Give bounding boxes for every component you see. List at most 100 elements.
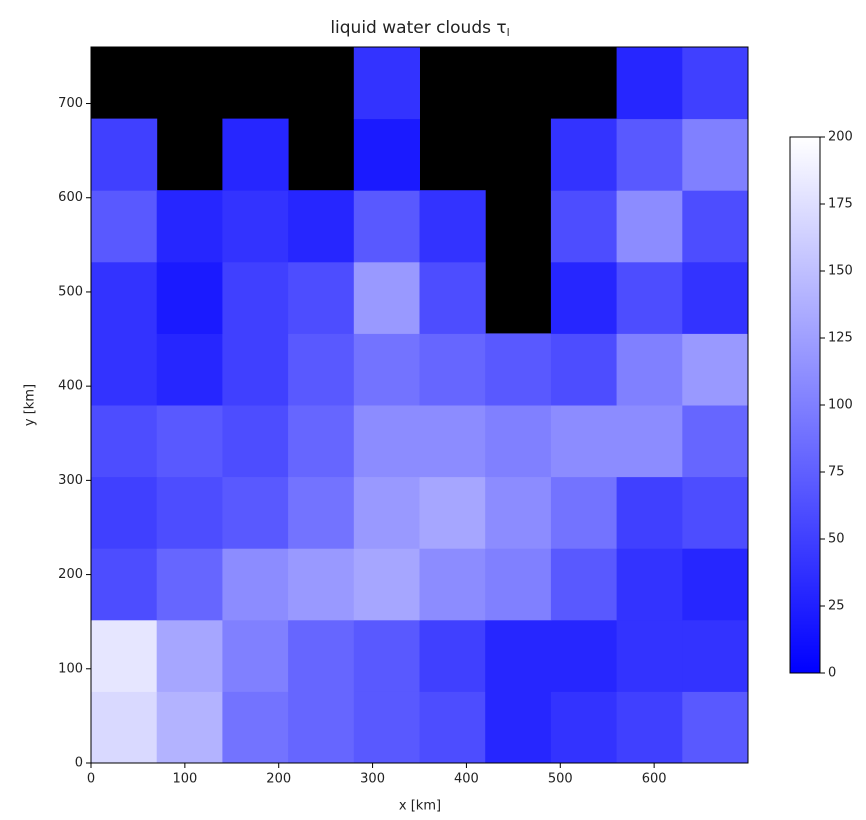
x-tick-label: 500 bbox=[548, 772, 573, 787]
heatmap-cell bbox=[550, 619, 618, 692]
x-axis-label: x [km] bbox=[399, 799, 441, 814]
heatmap-cell bbox=[682, 118, 749, 191]
heatmap-cell bbox=[222, 476, 289, 549]
heatmap-cell bbox=[682, 619, 749, 692]
heatmap-cell bbox=[485, 405, 552, 478]
heatmap-cell bbox=[682, 333, 749, 406]
heatmap-cell bbox=[550, 548, 618, 621]
heatmap-cell bbox=[419, 476, 486, 549]
heatmap-cell bbox=[288, 476, 355, 549]
heatmap-cell bbox=[353, 476, 420, 549]
heatmap-cell bbox=[485, 619, 552, 692]
heatmap-cell bbox=[353, 691, 420, 764]
x-tick-label: 0 bbox=[87, 772, 95, 787]
heatmap-cell bbox=[485, 548, 552, 621]
heatmap-cell bbox=[419, 405, 486, 478]
heatmap-cell bbox=[353, 118, 420, 191]
x-tick-label: 300 bbox=[360, 772, 385, 787]
heatmap-cell bbox=[550, 405, 618, 478]
colorbar-tick-label: 0 bbox=[828, 666, 836, 681]
heatmap-cell bbox=[91, 405, 158, 478]
y-axis-label: y [km] bbox=[23, 384, 38, 426]
heatmap-cell bbox=[682, 548, 749, 621]
heatmap-cell bbox=[156, 691, 223, 764]
heatmap-cell bbox=[156, 333, 223, 406]
heatmap-cell bbox=[222, 619, 289, 692]
heatmap-cell bbox=[682, 691, 749, 764]
heatmap-cell bbox=[550, 118, 618, 191]
heatmap-cell bbox=[616, 476, 683, 549]
colorbar bbox=[789, 136, 821, 674]
title-text: liquid water clouds τ bbox=[330, 18, 506, 38]
colorbar-tick-label: 125 bbox=[828, 331, 853, 346]
heatmap-cell bbox=[222, 190, 289, 263]
heatmap-cell bbox=[550, 476, 618, 549]
heatmap-cell bbox=[550, 190, 618, 263]
heatmap-cell bbox=[353, 619, 420, 692]
colorbar-tick-label: 175 bbox=[828, 197, 853, 212]
y-tick-label: 600 bbox=[58, 190, 83, 205]
heatmap-cell bbox=[288, 691, 355, 764]
heatmap-cell bbox=[91, 261, 158, 334]
heatmap-cell bbox=[91, 118, 158, 191]
heatmap-cell bbox=[353, 190, 420, 263]
y-tick-label: 200 bbox=[58, 567, 83, 582]
heatmap-cell bbox=[156, 476, 223, 549]
colorbar-tick-label: 200 bbox=[828, 130, 853, 145]
heatmap-cell bbox=[91, 333, 158, 406]
heatmap-cell bbox=[156, 619, 223, 692]
heatmap-cell bbox=[419, 691, 486, 764]
x-tick-label: 200 bbox=[266, 772, 291, 787]
y-tick-label: 700 bbox=[58, 96, 83, 111]
heatmap-cell bbox=[616, 691, 683, 764]
x-tick-label: 600 bbox=[642, 772, 667, 787]
heatmap-cell bbox=[222, 691, 289, 764]
heatmap-cell bbox=[485, 333, 552, 406]
heatmap-cell bbox=[91, 619, 158, 692]
heatmap-cell bbox=[91, 190, 158, 263]
heatmap-cell bbox=[156, 261, 223, 334]
plot-frame bbox=[90, 46, 749, 764]
heatmap-cell bbox=[616, 118, 683, 191]
heatmap-cell bbox=[156, 190, 223, 263]
y-tick-label: 400 bbox=[58, 379, 83, 394]
heatmap-cell bbox=[91, 476, 158, 549]
heatmap-cell bbox=[222, 405, 289, 478]
heatmap-cell bbox=[616, 333, 683, 406]
heatmap-cell bbox=[616, 47, 683, 120]
heatmap-cell bbox=[616, 619, 683, 692]
heatmap-cell bbox=[419, 333, 486, 406]
heatmap-cell bbox=[419, 548, 486, 621]
heatmap-cell bbox=[616, 405, 683, 478]
heatmap-cell bbox=[156, 405, 223, 478]
heatmap-cell bbox=[550, 691, 618, 764]
y-tick-label: 500 bbox=[58, 284, 83, 299]
heatmap-cell bbox=[91, 548, 158, 621]
x-tick-label: 100 bbox=[172, 772, 197, 787]
heatmap-cell bbox=[419, 190, 486, 263]
colorbar-tick-label: 100 bbox=[828, 398, 853, 413]
colorbar-tick-label: 75 bbox=[828, 465, 845, 480]
heatmap-cell bbox=[288, 405, 355, 478]
heatmap-cell bbox=[288, 261, 355, 334]
heatmap-cell bbox=[682, 261, 749, 334]
heatmap-cell bbox=[353, 548, 420, 621]
heatmap-cell bbox=[682, 190, 749, 263]
colorbar-tick-label: 150 bbox=[828, 264, 853, 279]
heatmap-cell bbox=[288, 619, 355, 692]
heatmap-cell bbox=[419, 261, 486, 334]
heatmap-cell bbox=[222, 333, 289, 406]
heatmap-cell bbox=[616, 261, 683, 334]
heatmap-cell bbox=[616, 190, 683, 263]
heatmap-cell bbox=[222, 118, 289, 191]
heatmap-cell bbox=[616, 548, 683, 621]
heatmap-cell bbox=[550, 261, 618, 334]
y-tick-label: 300 bbox=[58, 473, 83, 488]
chart-title: liquid water clouds τl bbox=[330, 18, 509, 39]
heatmap-cell bbox=[353, 47, 420, 120]
y-tick-label: 0 bbox=[75, 756, 83, 771]
heatmap-cell bbox=[682, 47, 749, 120]
heatmap-cell bbox=[682, 476, 749, 549]
heatmap-cell bbox=[485, 691, 552, 764]
